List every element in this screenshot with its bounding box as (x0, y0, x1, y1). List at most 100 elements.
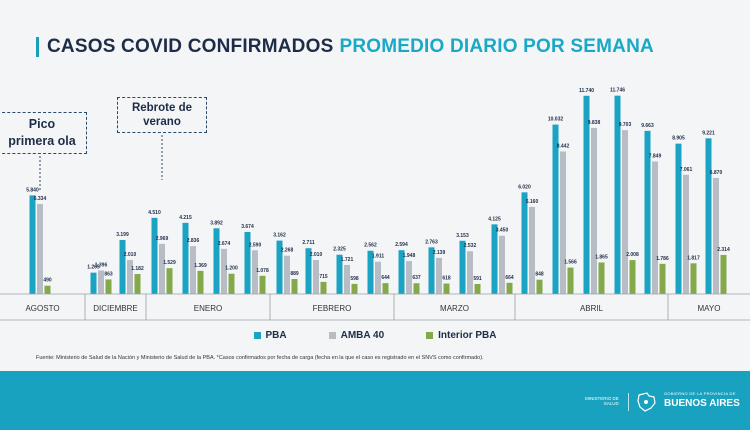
bar-interior-pba-13 (474, 284, 481, 294)
bar-amba-40-5 (221, 248, 227, 294)
ministerio-line2: SALUD (603, 401, 619, 406)
bar-pba-0 (29, 195, 36, 294)
bar-amba-40-16 (560, 151, 566, 294)
bar-amba-40-17 (591, 127, 597, 294)
footer-band: MINISTERIO DE SALUD GOBIERNO DE LA PROVI… (0, 371, 750, 430)
data-label-pba-10: 2.562 (364, 243, 377, 249)
data-label-pba-4: 4.215 (179, 215, 192, 221)
bar-interior-pba-2 (134, 274, 141, 294)
bar-amba-40-13 (467, 251, 473, 294)
bar-pba-10 (367, 250, 374, 294)
bar-interior-pba-6 (259, 275, 266, 294)
data-label-interior-pba-12: 618 (442, 276, 451, 282)
data-label-amba-40-17: 9.838 (588, 120, 601, 126)
bar-amba-40-3 (159, 243, 165, 294)
bar-interior-pba-8 (320, 281, 327, 294)
data-label-interior-pba-4: 1.369 (194, 263, 207, 269)
bar-interior-pba-16 (567, 267, 574, 294)
data-label-interior-pba-3: 1.529 (163, 260, 176, 266)
month-label-abril: ABRIL (580, 304, 604, 313)
data-label-pba-7: 3.162 (273, 233, 286, 239)
bar-amba-40-19 (652, 161, 658, 294)
data-label-interior-pba-19: 1.786 (656, 256, 669, 262)
data-label-pba-3: 4.510 (148, 210, 161, 216)
data-label-pba-19: 9.663 (641, 123, 654, 129)
data-label-interior-pba-18: 2.008 (626, 252, 639, 258)
month-label-mayo: MAYO (698, 304, 721, 313)
callout-pico-line2: primera ola (8, 134, 76, 148)
bar-interior-pba-17 (598, 262, 605, 294)
legend-item-pba: PBA (253, 330, 287, 341)
data-label-pba-17: 11.740 (579, 88, 594, 94)
data-label-interior-pba-1: 863 (104, 271, 113, 277)
data-label-interior-pba-14: 664 (505, 275, 514, 281)
bar-amba-40-18 (622, 130, 628, 294)
title-highlight: PROMEDIO DIARIO POR SEMANA (339, 36, 654, 57)
data-label-interior-pba-0: 490 (43, 278, 52, 284)
bar-pba-13 (459, 240, 466, 294)
data-label-pba-16: 10.032 (548, 117, 564, 123)
data-label-interior-pba-17: 1.865 (595, 255, 608, 261)
data-label-amba-40-7: 2.268 (281, 248, 294, 254)
data-label-pba-6: 3.674 (241, 224, 254, 230)
gobierno-label: GOBIERNO DE LA PROVINCIA DE (664, 391, 736, 396)
data-label-interior-pba-11: 637 (412, 275, 421, 281)
data-label-amba-40-10: 1.911 (372, 254, 384, 260)
data-label-pba-14: 4.125 (488, 216, 501, 222)
data-label-amba-40-18: 9.703 (619, 122, 632, 128)
data-label-pba-8: 2.711 (302, 240, 314, 246)
bar-amba-40-1 (98, 270, 104, 294)
data-label-amba-40-8: 2.010 (310, 252, 323, 258)
data-label-pba-21: 9.221 (702, 130, 715, 136)
bar-amba-40-15 (529, 206, 535, 294)
callout-pico-line1: Pico (28, 117, 56, 131)
legend-swatch-interior (426, 332, 434, 339)
data-label-amba-40-13: 2.532 (464, 243, 477, 249)
bar-interior-pba-0 (44, 285, 51, 294)
province-map-icon (637, 392, 656, 412)
bar-interior-pba-15 (536, 279, 543, 294)
data-label-pba-0: 5.840 (26, 187, 39, 193)
data-label-interior-pba-10: 644 (381, 275, 390, 281)
source-note: Fuente: Ministerio de Salud de la Nación… (36, 355, 484, 361)
data-label-pba-9: 2.325 (333, 247, 346, 253)
data-label-amba-40-21: 6.870 (710, 170, 723, 176)
ministerio-salud-logo: MINISTERIO DE SALUD (585, 396, 619, 406)
month-label-marzo: MARZO (440, 304, 469, 313)
month-label-diciembre: DICIEMBRE (93, 304, 137, 313)
month-label-enero: ENERO (194, 304, 222, 313)
data-label-interior-pba-2: 1.182 (131, 266, 144, 272)
title-main: CASOS COVID CONFIRMADOS (47, 36, 334, 57)
bar-pba-12 (428, 247, 435, 294)
bar-interior-pba-9 (351, 283, 358, 294)
bar-interior-pba-21 (720, 254, 727, 294)
bar-interior-pba-18 (629, 260, 636, 294)
callout-rebrote-line1: Rebrote de (131, 102, 193, 114)
bar-amba-40-9 (344, 264, 350, 294)
data-label-amba-40-12: 2.139 (433, 250, 446, 256)
legend-item-amba: AMBA 40 (328, 330, 384, 341)
bar-interior-pba-5 (228, 273, 235, 294)
data-label-pba-2: 3.199 (116, 232, 129, 238)
data-label-amba-40-2: 2.010 (124, 252, 137, 258)
data-label-amba-40-15: 5.160 (526, 199, 539, 205)
bar-pba-9 (336, 254, 343, 294)
bar-amba-40-11 (406, 261, 412, 294)
bar-pba-14 (491, 224, 498, 294)
data-label-pba-13: 3.153 (456, 233, 469, 239)
month-label-febrero: FEBRERO (313, 304, 352, 313)
bar-interior-pba-1 (105, 279, 112, 294)
bar-interior-pba-12 (443, 283, 450, 294)
callout-rebrote-line2: verano (143, 116, 181, 128)
bar-amba-40-21 (713, 177, 719, 294)
bar-pba-21 (705, 138, 712, 294)
data-label-interior-pba-7: 889 (290, 271, 299, 277)
data-label-pba-1: 1.265 (87, 265, 100, 271)
bar-amba-40-7 (284, 255, 290, 294)
data-label-amba-40-20: 7.061 (680, 167, 693, 173)
bar-pba-16 (552, 124, 559, 295)
data-label-interior-pba-9: 598 (350, 276, 359, 282)
bar-amba-40-10 (375, 261, 381, 294)
bar-amba-40-12 (436, 257, 442, 294)
